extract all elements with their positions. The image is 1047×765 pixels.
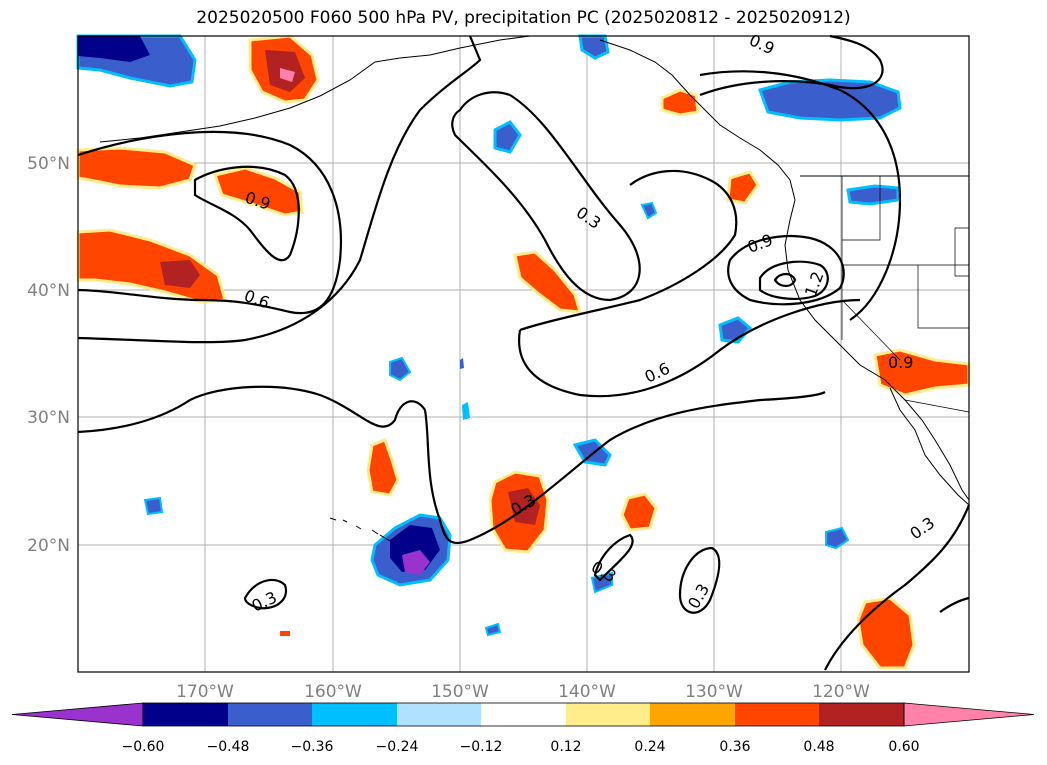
- colorbar-tick: −0.60: [122, 739, 165, 755]
- pv-contour-0.3-se2: [939, 596, 970, 613]
- lon-label: 160°W: [304, 682, 362, 702]
- lon-labels: 170°W 160°W 150°W 140°W 130°W 120°W: [176, 682, 870, 702]
- lon-label: 150°W: [431, 682, 489, 702]
- map-frame: [77, 35, 970, 673]
- pv-contour-0.3-pocket: [593, 533, 634, 582]
- precip-area: [620, 492, 658, 532]
- colorbar-swatch: [903, 702, 1035, 727]
- pv-contour-0.3-se: [824, 504, 971, 671]
- baja-coastline: [889, 387, 970, 506]
- precip-positive-areas: [76, 34, 971, 670]
- lat-label: 30°N: [27, 408, 70, 428]
- contour-label: 0.9: [888, 353, 913, 372]
- colorbar-swatch: [735, 703, 819, 726]
- precip-area: [513, 250, 583, 314]
- pv-contour-0.3-loop: [678, 546, 721, 614]
- precip-area: [640, 201, 658, 220]
- pv-contour-0.9-north: [699, 70, 902, 321]
- colorbar-swatch: [566, 703, 650, 726]
- pv-contour-0.9-west: [193, 165, 300, 262]
- state-border: [917, 265, 969, 329]
- pv-contour-0.6-center: [519, 169, 738, 332]
- colorbar-tick: −0.48: [207, 739, 250, 755]
- colorbar-swatches: [11, 702, 1035, 727]
- state-border: [841, 299, 901, 361]
- colorbar-tick: 0.60: [888, 739, 919, 755]
- precip-area: [462, 402, 470, 420]
- pv-contour-0.9-east: [727, 234, 845, 306]
- colorbar-swatch: [819, 703, 904, 726]
- precip-area: [846, 184, 900, 206]
- pv-contour-0.6-main: [518, 298, 861, 398]
- hawaii-islands: [329, 517, 391, 542]
- pv-contour-0.3-mid: [451, 91, 641, 302]
- alaska-coastline: [99, 35, 531, 143]
- colorbar-swatch: [11, 702, 144, 727]
- precip-area: [493, 120, 522, 154]
- colorbar: −0.60 −0.48 −0.36 −0.24 −0.12 0.12 0.24 …: [11, 702, 1035, 755]
- colorbar-tick: 0.12: [550, 739, 581, 755]
- map-title: 2025020500 F060 500 hPa PV, precipitatio…: [196, 8, 851, 28]
- lat-label: 40°N: [27, 281, 70, 301]
- precip-area: [660, 88, 700, 117]
- mexico-border: [904, 399, 970, 413]
- state-border: [842, 176, 881, 241]
- pv-contour-0.3-west: [77, 35, 482, 344]
- pv-contour-outer-east: [699, 34, 884, 97]
- pv-contour-0.3-sw: [243, 578, 288, 610]
- precip-area: [758, 78, 902, 122]
- pv-contours: [77, 34, 971, 671]
- precip-area: [78, 36, 150, 62]
- colorbar-swatch: [397, 703, 481, 726]
- pv-contour-1.2: [758, 260, 829, 300]
- colorbar-tick: 0.36: [719, 739, 750, 755]
- colorbar-frame: [142, 702, 905, 727]
- precip-area: [484, 622, 502, 637]
- lat-labels: 50°N 40°N 30°N 20°N: [27, 154, 70, 556]
- colorbar-tick: 0.48: [803, 739, 834, 755]
- precip-area: [508, 488, 540, 525]
- map-panel: 0.9 0.9 0.6 0.3 0.9 1.2 0.6 0.3 0.3 0.3 …: [76, 30, 971, 673]
- gridlines: [78, 36, 969, 672]
- lon-label: 170°W: [176, 682, 234, 702]
- pv-contour-small: [773, 272, 797, 288]
- coastlines: [99, 35, 970, 542]
- precip-area: [280, 68, 295, 82]
- gulf-alaska-coastline: [599, 39, 970, 501]
- lon-label: 120°W: [812, 682, 870, 702]
- lat-label: 20°N: [27, 536, 70, 556]
- precip-area: [160, 260, 200, 288]
- precip-area: [76, 146, 197, 190]
- precip-area: [460, 358, 464, 369]
- pv-contour-0.3-south: [77, 385, 826, 545]
- lat-label: 50°N: [27, 154, 70, 174]
- precip-area: [825, 526, 850, 550]
- colorbar-tick: −0.36: [291, 739, 334, 755]
- precip-area: [143, 496, 164, 516]
- colorbar-tick: −0.12: [460, 739, 503, 755]
- pv-contour-0.6-west: [77, 130, 342, 315]
- lon-label: 130°W: [685, 682, 743, 702]
- colorbar-swatch: [481, 703, 566, 726]
- colorbar-swatch: [228, 703, 312, 726]
- precip-area: [366, 438, 400, 497]
- precip-area: [213, 166, 304, 217]
- colorbar-swatch: [312, 703, 397, 726]
- colorbar-tick: 0.24: [634, 739, 665, 755]
- colorbar-ticks: −0.60 −0.48 −0.36 −0.24 −0.12 0.12 0.24 …: [122, 739, 920, 755]
- precip-area: [856, 596, 916, 670]
- colorbar-swatch: [143, 703, 228, 726]
- precip-area: [389, 356, 412, 382]
- colorbar-swatch: [650, 703, 735, 726]
- colorbar-tick: −0.24: [376, 739, 419, 755]
- precip-area: [402, 550, 430, 575]
- lon-label: 140°W: [558, 682, 616, 702]
- precip-area: [280, 631, 290, 636]
